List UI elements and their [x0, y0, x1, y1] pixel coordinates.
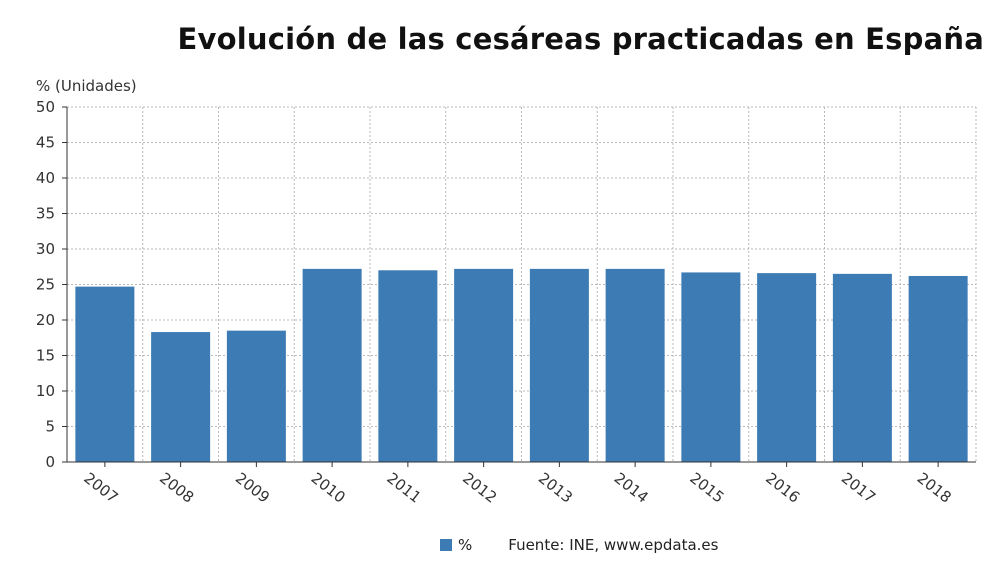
x-tick-label: 2009 [232, 469, 273, 507]
bar [908, 275, 968, 462]
y-tick-label: 40 [36, 169, 55, 187]
bar [757, 273, 817, 462]
x-tick-label: 2015 [686, 469, 727, 507]
y-tick-label: 50 [36, 98, 55, 116]
bar [832, 273, 892, 462]
bar [681, 272, 741, 462]
chart-title: Evolución de las cesáreas practicadas en… [177, 22, 984, 56]
bar [75, 286, 135, 462]
legend: % Fuente: INE, www.epdata.es [440, 536, 718, 554]
legend-swatch [440, 539, 452, 551]
y-tick-label: 25 [36, 276, 55, 294]
y-tick-label: 10 [36, 382, 55, 400]
bar [302, 268, 362, 462]
x-tick-label: 2007 [80, 469, 121, 507]
x-tick-label: 2014 [611, 469, 652, 507]
y-tick-label: 20 [36, 311, 55, 329]
bar [529, 268, 589, 462]
x-tick-label: 2017 [838, 469, 879, 507]
bar [605, 268, 665, 462]
y-axis-label: % (Unidades) [36, 77, 137, 95]
x-tick-label: 2008 [156, 469, 197, 507]
bar [378, 270, 438, 462]
legend-series-label: % [458, 536, 473, 554]
y-tick-label: 0 [45, 453, 55, 471]
y-tick-label: 5 [45, 418, 55, 436]
bar [454, 268, 514, 462]
x-tick-label: 2012 [459, 469, 500, 507]
y-tick-label: 35 [36, 205, 55, 223]
x-tick-label: 2013 [535, 469, 576, 507]
y-tick-label: 15 [36, 347, 55, 365]
bar [151, 332, 211, 462]
y-tick-label: 30 [36, 240, 55, 258]
x-tick-label: 2011 [383, 469, 424, 507]
source-note: Fuente: INE, www.epdata.es [508, 536, 719, 554]
x-tick-label: 2010 [308, 469, 349, 507]
y-tick-label: 45 [36, 134, 55, 152]
x-tick-label: 2016 [762, 469, 803, 507]
bar [226, 330, 286, 462]
x-tick-label: 2018 [914, 469, 955, 507]
